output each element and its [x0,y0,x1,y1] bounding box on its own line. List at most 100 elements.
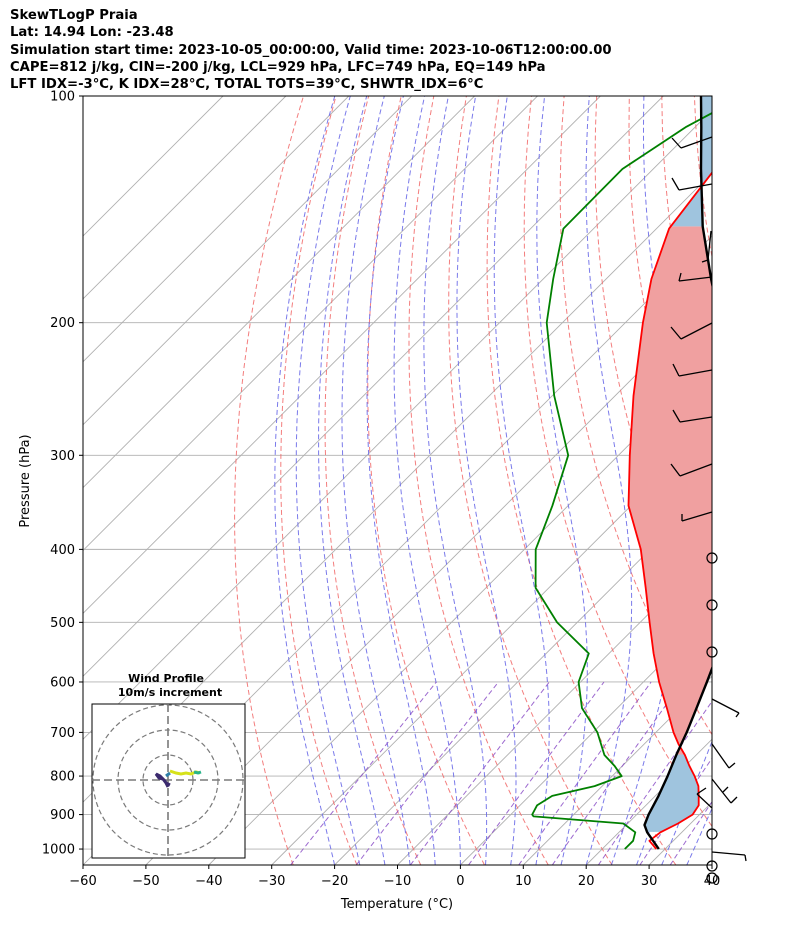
moist-adiabat [366,96,436,865]
isotherm [83,96,601,615]
mixing-ratio-line [409,681,550,865]
y-tick-label: 500 [50,616,75,631]
wind-barb-flag [678,272,682,282]
wind-barb-flag [722,786,729,793]
mixing-ratio-line [468,681,605,865]
wind-barb [711,778,732,804]
dry-adiabat [367,96,485,865]
isotherm [83,96,475,489]
moist-adiabat [423,96,488,865]
wind-barb [678,369,713,377]
x-tick-label: −30 [258,874,285,889]
x-tick-label: 0 [456,874,464,889]
y-axis: 100 200 300 400 500 600 700 800 900 1000 [42,90,83,858]
moist-adiabat [393,96,461,865]
isotherm [83,96,664,677]
isotherm [83,96,538,552]
wind-barb [678,183,713,191]
calm-wind-marker [706,872,718,884]
wind-barb [680,136,713,149]
wind-barb-flag [670,326,682,340]
hodograph-trace [154,772,171,788]
x-tick-label: 10 [515,874,532,889]
mixing-ratio-line [290,681,437,865]
y-tick-label: 700 [50,726,75,741]
isotherm [83,109,712,740]
y-tick-label: 400 [50,543,75,558]
parcel-profile [643,96,712,850]
y-tick-label: 900 [50,808,75,823]
dry-adiabat [408,96,549,865]
x-tick-label: 40 [704,874,721,889]
background-lines [83,96,794,865]
wind-barb-flag [672,409,681,423]
wind-barb [711,743,730,769]
wind-barb-flag [671,137,682,149]
chart-header: SkewTLogP Praia Lat: 14.94 Lon: -23.48 S… [10,7,612,93]
isotherm [711,864,712,865]
wind-barb-flag [671,177,680,191]
temperature-profile [627,171,712,850]
wind-barb [696,793,713,809]
isotherm [83,96,350,363]
hodograph-trace [193,770,202,775]
profile-lines [531,96,712,850]
y-tick-label: 1000 [42,843,75,858]
stability-parameters: CAPE=812 j/kg, CIN=-200 j/kg, LCL=929 hP… [10,59,546,75]
x-tick-label: −60 [69,874,96,889]
isotherm [334,486,712,865]
dry-adiabat [280,96,358,865]
moist-adiabat [274,96,336,865]
simulation-times: Simulation start time: 2023-10-05_00:00:… [10,42,612,58]
moist-adiabat [711,863,712,865]
dry-adiabat [523,96,712,828]
moist-adiabat [341,96,411,865]
cape-area [628,226,712,755]
x-tick-label: −50 [132,874,159,889]
dry-adiabat [324,96,422,865]
x-tick-label: 20 [578,874,595,889]
y-tick-label: 300 [50,449,75,464]
wind-barb-flag [735,712,740,718]
hodograph-trace [165,771,171,778]
dry-adiabat [727,96,794,865]
isotherm [397,549,712,865]
dry-adiabat [760,96,794,865]
wind-barb [681,511,713,522]
wind-barb-flag [696,787,707,795]
isotherm [145,298,712,865]
stability-indices: LFT IDX=-3°C, K IDX=28°C, TOTAL TOTS=39°… [10,77,484,93]
isotherm [522,675,712,865]
isotherm [83,96,224,237]
cin-area [670,96,712,227]
inset-title: Wind Profile [128,672,204,685]
x-tick-label: −20 [321,874,348,889]
inset-subtitle: 10m/s increment [118,686,222,699]
chart-title: SkewTLogP Praia [10,8,138,23]
dry-adiabat [486,96,677,865]
dewpoint-profile [531,112,712,850]
isotherm [460,612,712,865]
wind-barb-flag [744,854,747,862]
x-tick-label: −40 [195,874,222,889]
x-axis: −60 −50 −40 −30 −20 −10 0 10 20 30 40 [69,865,720,889]
moist-adiabat [295,96,361,865]
wind-barb [678,276,713,282]
isotherm [83,96,413,426]
wind-barb-flag [670,463,681,477]
wind-barb [711,851,746,856]
wind-barb [711,698,740,714]
mixing-ratio-line [518,681,652,865]
dry-adiabat [594,96,712,640]
isotherm [208,361,712,865]
wind-barb-flag [728,762,736,769]
y-tick-label: 600 [50,675,75,690]
station-location: Lat: 14.94 Lon: -23.48 [10,25,174,41]
mixing-ratio-line [551,681,684,865]
wind-barb-flag [701,259,709,263]
wind-barb [680,322,713,340]
wind-barb [679,416,713,423]
cin-area [644,754,699,832]
moist-adiabat [686,807,712,865]
isotherm [83,96,287,300]
